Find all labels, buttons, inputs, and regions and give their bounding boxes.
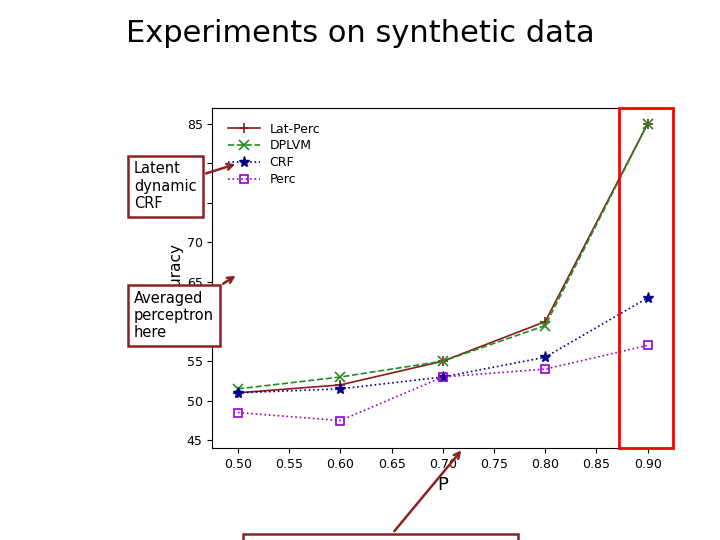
CRF xyxy=(643,295,652,301)
CRF xyxy=(438,374,447,380)
Lat-Perc xyxy=(234,389,243,396)
Perc xyxy=(438,374,447,380)
Lat-Perc xyxy=(336,382,345,388)
Lat-Perc xyxy=(643,120,652,127)
Text: Averaged
perceptron
here: Averaged perceptron here xyxy=(134,277,233,340)
Line: Lat-Perc: Lat-Perc xyxy=(233,119,652,397)
Bar xyxy=(619,108,673,448)
X-axis label: P: P xyxy=(437,476,449,495)
DPLVM xyxy=(438,358,447,365)
Perc xyxy=(643,342,652,349)
DPLVM xyxy=(643,120,652,127)
CRF xyxy=(336,386,345,392)
Line: Perc: Perc xyxy=(234,341,652,424)
DPLVM xyxy=(541,322,549,329)
Lat-Perc xyxy=(541,319,549,325)
Text: Latent
dynamic
CRF: Latent dynamic CRF xyxy=(134,161,233,211)
Lat-Perc xyxy=(438,358,447,365)
Text: Significance of latent-dependencies: Significance of latent-dependencies xyxy=(249,453,512,540)
Text: Experiments on synthetic data: Experiments on synthetic data xyxy=(126,19,594,48)
Legend: Lat-Perc, DPLVM, CRF, Perc: Lat-Perc, DPLVM, CRF, Perc xyxy=(223,118,325,191)
CRF xyxy=(541,354,549,361)
Perc xyxy=(234,409,243,416)
Y-axis label: Accuracy: Accuracy xyxy=(169,243,184,313)
Line: DPLVM: DPLVM xyxy=(233,119,652,394)
Line: CRF: CRF xyxy=(233,292,653,399)
CRF xyxy=(234,389,243,396)
DPLVM xyxy=(336,374,345,380)
Perc xyxy=(336,417,345,424)
Perc xyxy=(541,366,549,372)
DPLVM xyxy=(234,386,243,392)
